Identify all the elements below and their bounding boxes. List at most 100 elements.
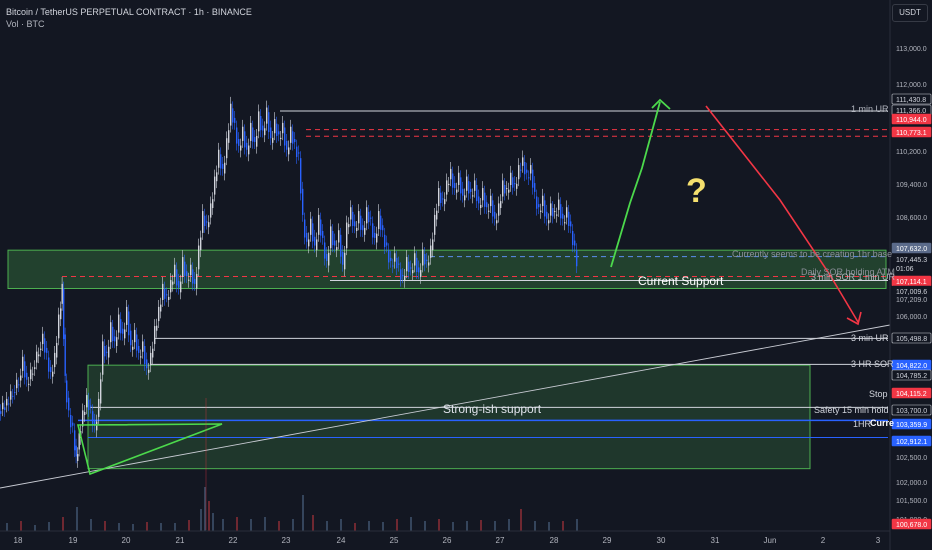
- volume-bar: [174, 523, 176, 531]
- volume-bar: [302, 495, 304, 531]
- volume-bar: [212, 513, 214, 531]
- candle-body: [212, 199, 214, 208]
- candle-body: [268, 112, 270, 133]
- candle-body: [460, 177, 462, 194]
- candle-body: [430, 245, 432, 258]
- volume-bar: [480, 520, 482, 531]
- candle-body: [518, 165, 520, 180]
- candle-body: [468, 181, 470, 194]
- candle-body: [370, 217, 372, 219]
- candle-body: [326, 254, 328, 261]
- price-tick: 102,500.0: [896, 455, 927, 462]
- candle-body: [70, 415, 72, 428]
- volume-bar: [236, 517, 238, 531]
- candle-body: [360, 215, 362, 230]
- candle-body: [200, 237, 202, 251]
- candle-body: [398, 263, 400, 265]
- candle-body: [44, 338, 46, 353]
- volume-bar: [562, 521, 564, 531]
- candle-body: [394, 253, 396, 262]
- volume-bar: [466, 521, 468, 531]
- symbol-title[interactable]: Bitcoin / TetherUS PERPETUAL CONTRACT · …: [6, 7, 252, 17]
- volume-bar: [410, 517, 412, 531]
- candle-body: [16, 379, 18, 389]
- candle-body: [338, 230, 340, 243]
- red-arrow: [705, 105, 859, 323]
- candle-body: [558, 199, 560, 210]
- candle-body: [186, 271, 188, 277]
- price-axis-bg: [890, 0, 932, 550]
- candle-body: [462, 188, 464, 196]
- candle-body: [282, 122, 284, 134]
- candle-body: [254, 137, 256, 143]
- candle-body: [540, 210, 542, 212]
- hr-1-label: 1HR: [853, 419, 872, 429]
- candle-body: [292, 131, 294, 144]
- price-label-box: [891, 242, 932, 254]
- candle-body: [420, 270, 422, 277]
- candle-body: [520, 169, 522, 171]
- candle-body: [496, 220, 498, 224]
- candle-body: [260, 116, 262, 131]
- candle-body: [570, 221, 572, 227]
- candle-body: [218, 149, 220, 168]
- price-label-text: 104,785.2: [896, 373, 927, 380]
- candle-body: [174, 264, 176, 277]
- price-tick: 101,500.0: [896, 498, 927, 505]
- symbol-header: Bitcoin / TetherUS PERPETUAL CONTRACT · …: [6, 6, 252, 30]
- candle-body: [502, 180, 504, 197]
- candle-body: [10, 391, 12, 400]
- candle-body: [68, 397, 70, 411]
- candle-body: [438, 188, 440, 207]
- candle-body: [24, 361, 26, 378]
- candle-body: [52, 371, 54, 377]
- price-label-text: 104,822.0: [896, 363, 927, 370]
- price-tick: 107,209.0: [896, 297, 927, 304]
- candle-body: [166, 294, 168, 296]
- volume-bar: [6, 523, 8, 531]
- candle-body: [328, 252, 330, 266]
- candle-body: [77, 454, 79, 461]
- candle-body: [72, 422, 74, 426]
- candle-body: [380, 215, 382, 230]
- volume-bar: [438, 519, 440, 531]
- candle-body: [112, 326, 114, 342]
- candle-body: [296, 146, 298, 158]
- candle-body: [74, 430, 76, 451]
- candle-body: [104, 346, 106, 357]
- candle-body: [63, 288, 65, 340]
- volume-legend[interactable]: Vol · BTC: [6, 19, 45, 29]
- candle-body: [278, 131, 280, 135]
- candle-body: [20, 375, 22, 381]
- candle-body: [136, 334, 138, 351]
- candle-body: [256, 135, 258, 147]
- price-label-text: 107,445.3: [896, 257, 927, 264]
- candle-body: [124, 329, 126, 339]
- candle-body: [348, 224, 350, 228]
- candle-body: [506, 188, 508, 190]
- candle-body: [232, 108, 234, 123]
- time-tick: 23: [282, 536, 291, 545]
- time-tick: 26: [443, 536, 452, 545]
- time-tick: 22: [229, 536, 238, 545]
- candle-body: [310, 218, 312, 235]
- candle-body: [322, 231, 324, 238]
- candle-body: [284, 127, 286, 146]
- candle-body: [248, 145, 250, 155]
- candle-body: [414, 253, 416, 266]
- candle-body: [30, 369, 32, 380]
- price-label-text: 104,115.2: [896, 391, 927, 398]
- candle-body: [388, 250, 390, 263]
- candle-body: [316, 239, 318, 251]
- volume-bar: [382, 522, 384, 531]
- price-label-text: 01:06: [896, 266, 914, 273]
- currency-button[interactable]: USDT: [892, 4, 928, 22]
- candle-body: [214, 176, 216, 195]
- price-tick: 113,000.0: [896, 46, 927, 53]
- candle-body: [4, 407, 6, 411]
- volume-bar: [368, 521, 370, 531]
- candle-body: [356, 227, 358, 231]
- candle-body: [66, 380, 68, 403]
